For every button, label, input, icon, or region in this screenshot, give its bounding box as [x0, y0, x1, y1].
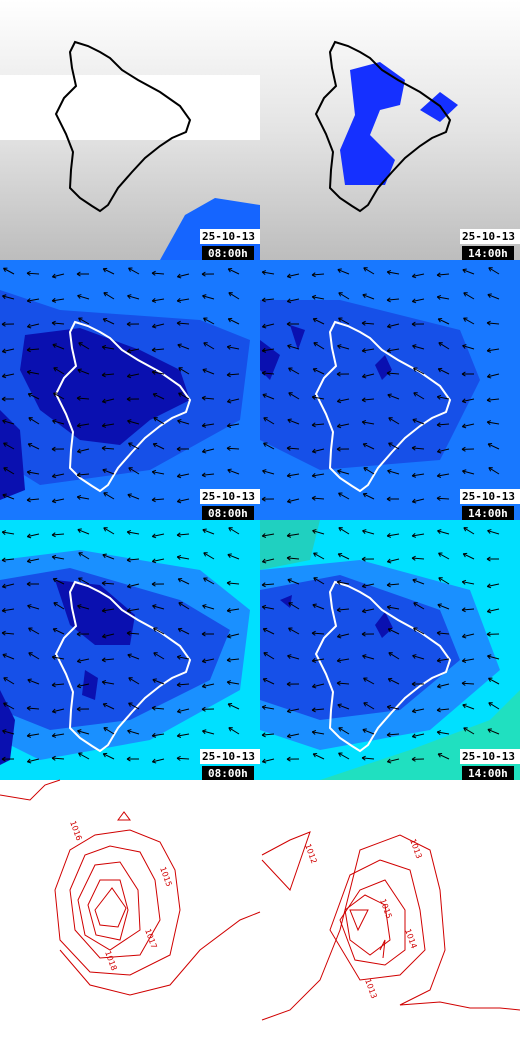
map-panel: 25-10-13 14:00h — [260, 0, 520, 260]
map-panel: 25-10-13 14:00h — [260, 520, 520, 780]
time-label: 14:00h — [468, 767, 508, 780]
isobar — [118, 812, 130, 820]
date-label: 25-10-13 — [462, 230, 515, 243]
cloud-background — [260, 0, 520, 260]
map-panel: 25-10-13 08:00h — [0, 0, 262, 260]
map-panel: 25-10-13 14:00h — [260, 260, 520, 520]
time-label: 08:00h — [208, 247, 248, 260]
time-label: 14:00h — [468, 507, 508, 520]
isobar-label: 1012 — [303, 843, 318, 865]
isobar — [262, 835, 520, 1020]
isobar — [88, 880, 128, 940]
isobar-label: 1013 — [363, 978, 378, 1000]
isobar — [60, 912, 260, 995]
map-panel: 25-10-13 08:00h — [0, 260, 262, 520]
isobar — [95, 888, 126, 927]
date-label: 25-10-13 — [462, 750, 515, 763]
isobar-label: 1018 — [103, 950, 118, 972]
time-label: 14:00h — [468, 247, 508, 260]
date-label: 25-10-13 — [202, 750, 255, 763]
map-panel: 25-10-13 08:00h — [0, 520, 262, 780]
date-label: 25-10-13 — [462, 490, 515, 503]
isobar — [78, 862, 140, 950]
isobar-label: 1015 — [158, 866, 173, 888]
time-label: 08:00h — [208, 507, 248, 520]
time-label: 08:00h — [208, 767, 248, 780]
isobar — [55, 830, 180, 975]
isobar-label: 1016 — [68, 820, 83, 842]
isobar — [380, 940, 385, 958]
isobar — [330, 860, 425, 980]
isobar-label: 1015 — [378, 898, 393, 920]
isobar — [262, 832, 310, 890]
isobar — [0, 780, 60, 800]
date-label: 25-10-13 — [202, 230, 255, 243]
isobar — [350, 910, 368, 930]
isobar-label: 1013 — [408, 838, 423, 860]
date-label: 25-10-13 — [202, 490, 255, 503]
clear-band — [0, 75, 260, 140]
